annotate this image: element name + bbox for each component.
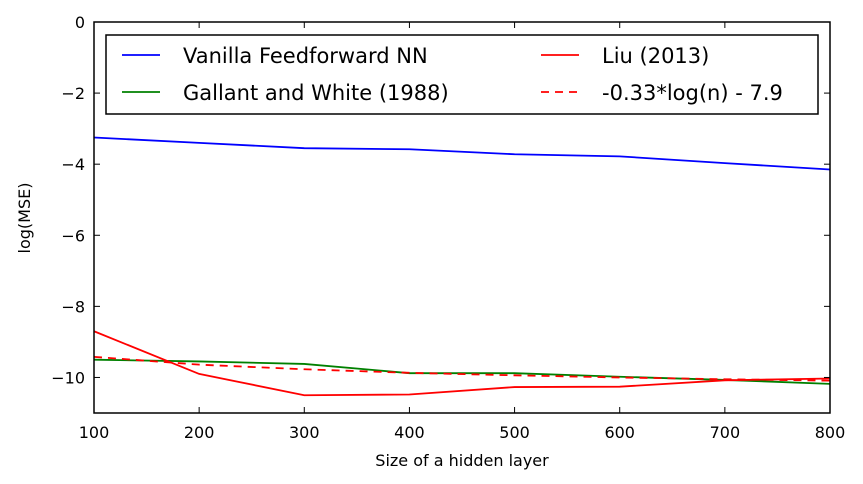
x-tick-label: 100 xyxy=(79,423,110,442)
series-line-2 xyxy=(93,330,831,397)
x-tick-label: 300 xyxy=(289,423,320,442)
plot-frame xyxy=(93,21,831,414)
x-tick-label: 400 xyxy=(394,423,425,442)
legend-label-2: Liu (2013) xyxy=(602,44,709,68)
x-tick-label: 800 xyxy=(815,423,846,442)
y-axis-label: log(MSE) xyxy=(15,183,34,254)
y-tick-label: −2 xyxy=(61,84,85,103)
y-tick-label: −6 xyxy=(61,226,85,245)
x-tick-label: 600 xyxy=(604,423,635,442)
legend-label-0: Vanilla Feedforward NN xyxy=(183,44,428,68)
x-tick-label: 200 xyxy=(184,423,215,442)
y-tick-label: −8 xyxy=(61,297,85,316)
x-tick-label: 500 xyxy=(499,423,530,442)
legend: Vanilla Feedforward NN Gallant and White … xyxy=(105,34,819,115)
x-axis-label: Size of a hidden layer xyxy=(375,451,549,470)
ticks xyxy=(93,21,831,413)
legend-box xyxy=(105,34,819,115)
tick-labels: 100 200 300 400 500 600 700 800 0 −2 −4 −6 −8 −10 xyxy=(51,13,845,442)
y-tick-label: −10 xyxy=(51,368,85,387)
y-tick-label: −4 xyxy=(61,155,85,174)
y-tick-label: 0 xyxy=(75,13,85,32)
x-tick-label: 700 xyxy=(710,423,741,442)
series-line-3 xyxy=(93,355,831,382)
legend-label-1: Gallant and White (1988) xyxy=(183,81,449,105)
legend-label-3: -0.33*log(n) - 7.9 xyxy=(602,81,783,105)
plot-lines xyxy=(93,136,831,397)
series-line-0 xyxy=(93,136,831,171)
